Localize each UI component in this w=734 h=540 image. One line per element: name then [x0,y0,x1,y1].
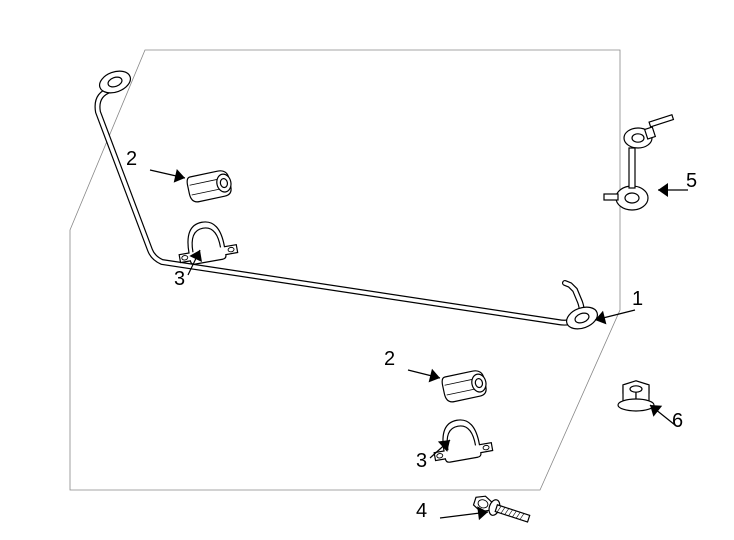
bracket [429,415,493,464]
callout-label-5: 5 [686,170,697,193]
callout-label-2b: 2 [384,348,395,371]
nut [618,381,654,411]
stabilizer-bar [97,67,601,333]
bushing [186,169,233,203]
callout-label-1: 1 [632,288,643,311]
parts-diagram [0,0,734,540]
callout-label-3a: 3 [174,268,185,291]
bracket [174,217,238,266]
callout-label-3b: 3 [416,450,427,473]
callout-label-6: 6 [672,410,683,433]
bushing [441,369,488,403]
stabilizer-link [604,115,673,210]
assembly-boundary [70,50,620,490]
callout-label-4: 4 [416,500,427,523]
callout-label-2a: 2 [126,148,137,171]
